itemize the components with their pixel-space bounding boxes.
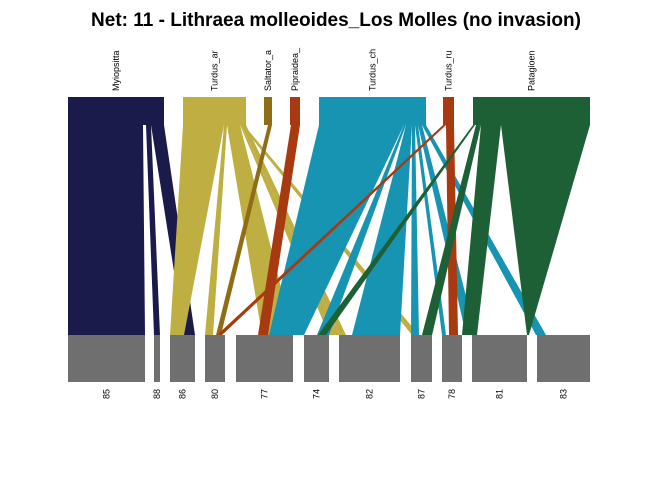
lower-box-74 (304, 335, 329, 382)
lower-label-81: 81 (495, 389, 505, 399)
link-Patagioen-74 (318, 125, 475, 335)
lower-box-83 (537, 335, 590, 382)
higher-label-Pipraidea_: Pipraidea_ (290, 47, 300, 91)
lower-box-80 (205, 335, 225, 382)
link-Myiopsitta-85 (68, 125, 145, 335)
lower-label-77: 77 (260, 389, 270, 399)
lower-box-86 (170, 335, 195, 382)
higher-box-Patagioen (473, 97, 590, 125)
lower-box-87 (411, 335, 432, 382)
link-Patagioen-87 (422, 125, 480, 335)
link-Patagioen-81 (462, 125, 501, 335)
higher-label-Turdus_ar: Turdus_ar (210, 50, 220, 91)
link-Patagioen-78 (425, 125, 481, 335)
higher-label-Patagioen: Patagioen (527, 50, 537, 91)
link-Turdus_ar-86 (170, 125, 224, 335)
lower-box-85 (68, 335, 145, 382)
higher-box-Turdus_ar (183, 97, 246, 125)
link-Turdus_ch-74 (317, 125, 406, 335)
lower-label-87: 87 (417, 389, 427, 399)
higher-box-Turdus_ch (319, 97, 426, 125)
higher-label-Turdus_ru: Turdus_ru (444, 50, 454, 91)
lower-label-80: 80 (210, 389, 220, 399)
lower-label-88: 88 (152, 389, 162, 399)
lower-label-83: 83 (559, 389, 569, 399)
link-Patagioen-83 (501, 125, 590, 335)
lower-box-82 (339, 335, 400, 382)
higher-label-Turdus_ch: Turdus_ch (368, 49, 378, 91)
link-Turdus_ar-80 (205, 125, 227, 335)
higher-label-Saltator_a: Saltator_a (263, 50, 273, 91)
higher-box-Pipraidea_ (290, 97, 300, 125)
link-Turdus_ch-77 (269, 125, 404, 335)
higher-label-Myiopsitta: Myiopsitta (111, 50, 121, 91)
lower-box-88 (154, 335, 160, 382)
lower-label-86: 86 (178, 389, 188, 399)
link-Turdus_ch-87 (411, 125, 419, 335)
higher-box-Turdus_ru (443, 97, 454, 125)
lower-box-77 (236, 335, 293, 382)
link-Myiopsitta-88 (146, 125, 160, 335)
higher-box-Saltator_a (264, 97, 272, 125)
lower-label-82: 82 (365, 389, 375, 399)
lower-box-81 (472, 335, 527, 382)
link-Turdus_ch-82 (352, 125, 412, 335)
link-Turdus_ru-80 (217, 125, 446, 335)
lower-label-85: 85 (102, 389, 112, 399)
link-Saltator_a-80 (216, 125, 272, 335)
link-Pipraidea_-77 (258, 125, 300, 335)
lower-box-78 (442, 335, 462, 382)
link-Turdus_ch-81 (418, 125, 476, 335)
higher-box-Myiopsitta (68, 97, 164, 125)
lower-label-78: 78 (447, 389, 457, 399)
lower-label-74: 74 (312, 389, 322, 399)
chart-title: Net: 11 - Lithraea molleoides_Los Molles… (91, 10, 581, 31)
